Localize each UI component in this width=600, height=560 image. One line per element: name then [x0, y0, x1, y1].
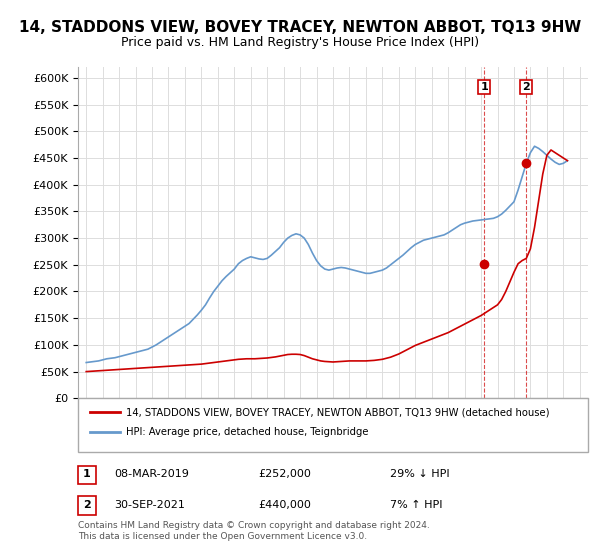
Text: 2: 2 — [83, 500, 91, 510]
Text: £252,000: £252,000 — [258, 469, 311, 479]
Text: HPI: Average price, detached house, Teignbridge: HPI: Average price, detached house, Teig… — [126, 427, 368, 437]
Text: 1: 1 — [83, 469, 91, 479]
Text: 30-SEP-2021: 30-SEP-2021 — [114, 500, 185, 510]
Text: Contains HM Land Registry data © Crown copyright and database right 2024.
This d: Contains HM Land Registry data © Crown c… — [78, 521, 430, 541]
Text: 7% ↑ HPI: 7% ↑ HPI — [390, 500, 443, 510]
Text: 1: 1 — [481, 82, 488, 92]
Text: 2: 2 — [523, 82, 530, 92]
Text: 08-MAR-2019: 08-MAR-2019 — [114, 469, 189, 479]
Text: £440,000: £440,000 — [258, 500, 311, 510]
Text: Price paid vs. HM Land Registry's House Price Index (HPI): Price paid vs. HM Land Registry's House … — [121, 36, 479, 49]
Text: 14, STADDONS VIEW, BOVEY TRACEY, NEWTON ABBOT, TQ13 9HW: 14, STADDONS VIEW, BOVEY TRACEY, NEWTON … — [19, 20, 581, 35]
Text: 29% ↓ HPI: 29% ↓ HPI — [390, 469, 449, 479]
Text: 14, STADDONS VIEW, BOVEY TRACEY, NEWTON ABBOT, TQ13 9HW (detached house): 14, STADDONS VIEW, BOVEY TRACEY, NEWTON … — [126, 407, 550, 417]
